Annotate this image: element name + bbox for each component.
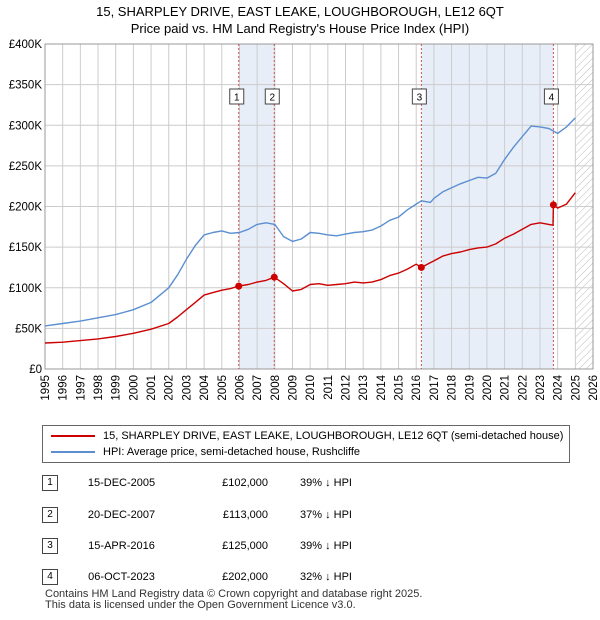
sale-row-1: 1 15-DEC-2005 £102,000 39% ↓ HPI (42, 475, 442, 493)
sale-number-badge: 2 (42, 507, 58, 523)
sale-label-box (264, 88, 280, 105)
legend-item-hpi: HPI: Average price, semi-detached house,… (51, 444, 360, 460)
y-tick-label: £100K (9, 283, 43, 295)
sale-point (417, 263, 425, 271)
chart-title: 15, SHARPLEY DRIVE, EAST LEAKE, LOUGHBOR… (96, 4, 504, 19)
sale-label-text: 3 (417, 93, 423, 104)
sale-label-text: 2 (269, 93, 275, 104)
legend-price-swatch (51, 435, 95, 437)
x-tick-label: 2018 (447, 375, 459, 401)
x-tick-label: 1998 (93, 375, 105, 401)
sale-price: £113,000 (222, 509, 268, 521)
x-tick-label: 2021 (500, 375, 512, 401)
chart-subtitle: Price paid vs. HM Land Registry's House … (130, 21, 470, 36)
y-tick-label: £300K (9, 120, 43, 132)
x-tick-label: 1995 (40, 375, 52, 401)
x-tick-label: 2014 (376, 374, 388, 400)
sale-price: £125,000 (222, 540, 268, 552)
y-tick-label: £50K (15, 323, 42, 335)
y-tick-label: £0 (29, 364, 42, 376)
x-tick-label: 2020 (482, 375, 494, 401)
sale-date: 06-OCT-2023 (88, 571, 155, 583)
x-tick-label: 2007 (252, 375, 264, 401)
plot-area: £0 £50K £100K £150K £200K £250K £300K £350K £400… (9, 39, 600, 401)
x-tick-label: 2008 (270, 375, 282, 401)
x-tick-label: 2022 (517, 375, 529, 401)
sale-date: 15-APR-2016 (88, 540, 155, 552)
price-line (44, 192, 576, 344)
x-tick-label: 1999 (111, 375, 123, 401)
x-tick-label: 2005 (217, 375, 229, 401)
x-tick-label: 2010 (305, 375, 317, 401)
y-tick-label: £350K (9, 80, 43, 92)
x-tick-label: 2012 (341, 375, 353, 401)
sale-point (549, 201, 557, 209)
x-tick-label: 2004 (199, 374, 211, 400)
sale-date: 20-DEC-2007 (87, 509, 156, 521)
x-tick-label: 1996 (58, 375, 70, 401)
x-tick-label: 1997 (75, 375, 87, 401)
sale-number-badge: 4 (42, 569, 58, 585)
y-tick-label: £250K (9, 161, 43, 173)
plot-frame (44, 43, 594, 370)
hpi-line (44, 117, 576, 327)
sale-number-badge: 1 (42, 475, 58, 491)
sale-hpi-diff: 39% ↓ HPI (300, 477, 352, 489)
sale-point (235, 282, 243, 290)
x-tick-label: 2000 (128, 375, 140, 401)
x-tick-label: 2002 (164, 375, 176, 401)
x-tick-label: 2006 (234, 375, 246, 401)
legend-item-price: 15, SHARPLEY DRIVE, EAST LEAKE, LOUGHBOR… (51, 428, 563, 444)
sale-row-4: 4 06-OCT-2023 £202,000 32% ↓ HPI (42, 569, 442, 587)
x-tick-label: 2001 (146, 375, 158, 401)
y-tick-label: £200K (9, 202, 43, 214)
legend: 15, SHARPLEY DRIVE, EAST LEAKE, LOUGHBOR… (42, 425, 570, 463)
y-tick-label: £400K (9, 39, 43, 51)
legend-price-label: 15, SHARPLEY DRIVE, EAST LEAKE, LOUGHBOR… (103, 430, 564, 442)
sale-label-text: 1 (234, 93, 240, 104)
sale-label-box (229, 88, 245, 105)
x-tick-label: 2013 (358, 375, 370, 401)
sale-row-2: 2 20-DEC-2007 £113,000 37% ↓ HPI (42, 507, 442, 525)
price-chart: £0 £50K £100K £150K £200K £250K £300K £350K £400… (9, 39, 600, 401)
x-tick-label: 2011 (323, 375, 335, 400)
sale-hpi-diff: 39% ↓ HPI (300, 540, 352, 552)
x-tick-label: 2015 (394, 375, 406, 401)
sale-price: £202,000 (222, 571, 268, 583)
sale-hpi-diff: 32% ↓ HPI (300, 571, 352, 583)
x-tick-label: 2003 (181, 375, 193, 401)
sale-point (270, 273, 278, 281)
sale-label-box (543, 88, 559, 105)
x-tick-label: 2019 (464, 375, 476, 401)
x-tick-label: 2023 (535, 375, 547, 401)
footer-copyright: Contains HM Land Registry data © Crown c… (45, 588, 423, 600)
sale-number-badge: 3 (42, 538, 58, 554)
x-tick-label: 2025 (570, 375, 582, 401)
legend-hpi-label: HPI: Average price, semi-detached house,… (103, 446, 361, 458)
sale-row-3: 3 15-APR-2016 £125,000 39% ↓ HPI (42, 538, 442, 556)
footer: Contains HM Land Registry data © Crown c… (45, 589, 422, 611)
legend-hpi-swatch (51, 451, 95, 453)
x-tick-label: 2026 (588, 375, 600, 401)
x-tick-label: 2016 (411, 375, 423, 401)
x-tick-label: 2009 (287, 375, 299, 401)
sale-price: £102,000 (222, 477, 268, 489)
sale-date: 15-DEC-2005 (87, 477, 156, 489)
footer-licence: This data is licensed under the Open Gov… (45, 599, 356, 611)
sale-label-box (411, 88, 427, 105)
x-tick-label: 2017 (429, 375, 441, 401)
y-tick-label: £150K (9, 242, 43, 254)
x-tick-label: 2024 (553, 374, 565, 400)
sale-hpi-diff: 37% ↓ HPI (300, 509, 352, 521)
sale-label-text: 4 (549, 93, 555, 104)
